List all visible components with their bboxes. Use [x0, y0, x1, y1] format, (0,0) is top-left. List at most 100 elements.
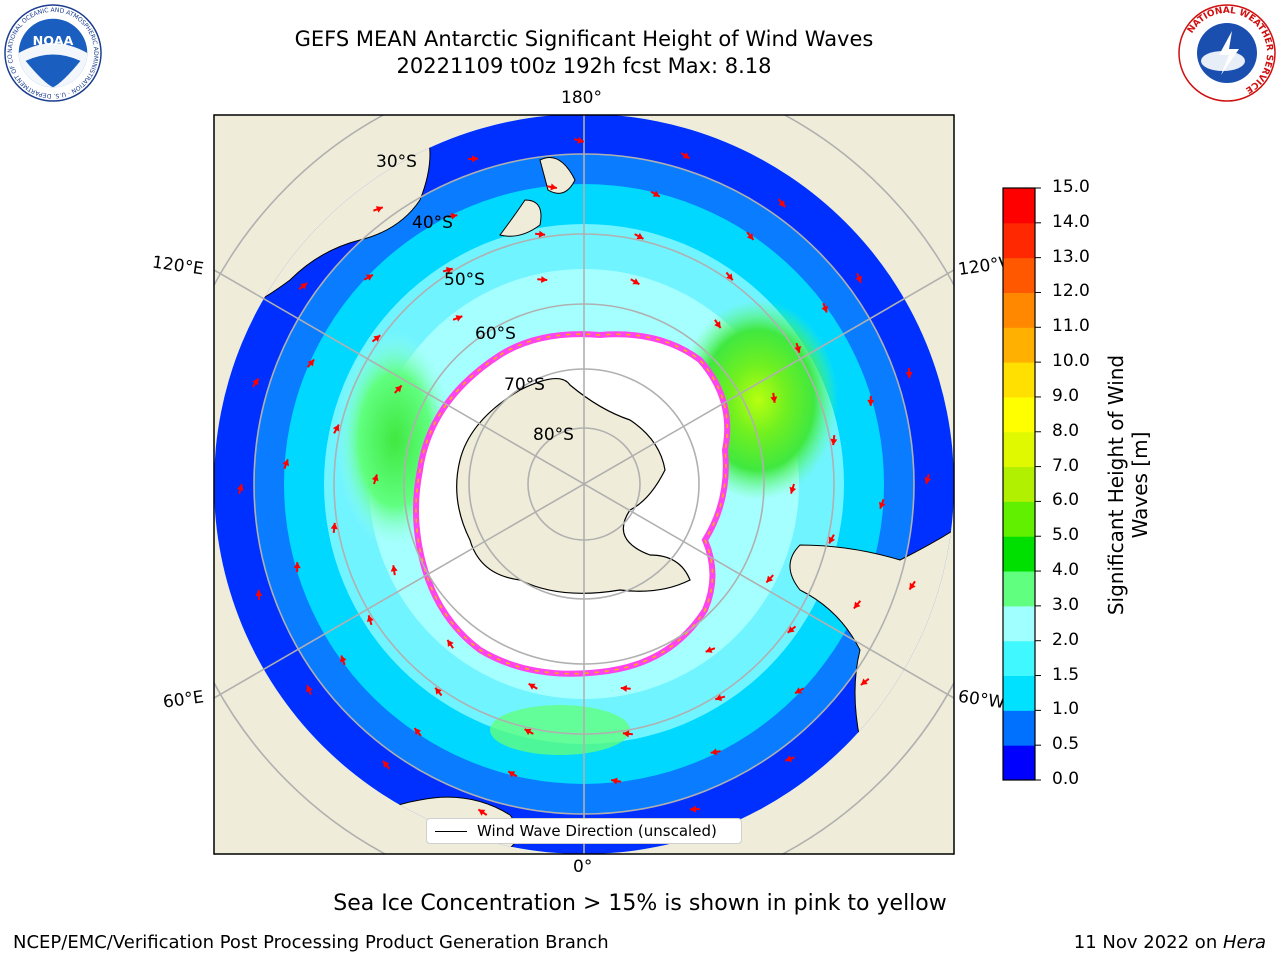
- wave-arrowhead: [794, 345, 802, 353]
- map-legend: Wind Wave Direction (unscaled): [426, 818, 742, 844]
- colorbar-tick-label: 3.0: [1052, 594, 1080, 615]
- wave-arrowhead: [307, 359, 315, 367]
- colorbar-tick-label: 14.0: [1052, 211, 1090, 232]
- wave-arrowhead: [878, 501, 886, 509]
- wave-arrowhead: [652, 190, 660, 197]
- colorbar-tick-label: 5.0: [1052, 525, 1080, 546]
- wave-arrowhead: [710, 748, 718, 756]
- wave-arrowhead: [611, 777, 618, 785]
- colorbar-tick-label: 0.5: [1052, 734, 1080, 755]
- wind-wave-direction-arrows: [236, 136, 932, 832]
- wave-arrowhead: [455, 315, 463, 322]
- wave-arrowhead: [390, 565, 398, 572]
- wave-arrowhead: [375, 206, 383, 213]
- colorbar-tick-label: 2.0: [1052, 629, 1080, 650]
- colorbar-tick-label: 9.0: [1052, 385, 1080, 406]
- colorbar-tick-label: 1.0: [1052, 699, 1080, 720]
- colorbar-tick-label: 12.0: [1052, 281, 1090, 302]
- new-zealand: [499, 157, 576, 237]
- wave-arrowhead: [689, 805, 697, 813]
- lat-label-80s: 80°S: [533, 425, 574, 445]
- colorbar-tick-label: 10.0: [1052, 351, 1090, 372]
- wave-arrowhead: [382, 760, 390, 768]
- graticule: [214, 115, 954, 854]
- wave-arrowhead: [726, 273, 733, 281]
- wave-arrowhead: [450, 212, 458, 220]
- footer-date: 11 Nov 2022 on Hera: [1074, 932, 1266, 953]
- lat-label-50s: 50°S: [444, 270, 485, 290]
- wave-arrowhead: [789, 486, 797, 494]
- lat-label-70s: 70°S: [504, 375, 545, 395]
- wave-arrowhead: [821, 305, 828, 313]
- wave-arrowhead: [795, 687, 802, 694]
- chart-subtitle: 20221109 t00z 192h fcst Max: 8.18: [396, 54, 772, 78]
- footer-credit: NCEP/EMC/Verification Post Processing Pr…: [13, 932, 609, 953]
- wave-arrowhead: [860, 678, 868, 686]
- wave-arrowhead: [300, 282, 308, 290]
- wave-arrowhead: [540, 276, 548, 284]
- wave-arrowhead: [909, 582, 916, 590]
- wave-arrowhead: [705, 646, 713, 653]
- map-frame: [213, 114, 955, 855]
- colorbar-tick-label: 8.0: [1052, 420, 1080, 441]
- wave-arrowhead: [508, 771, 516, 778]
- wave-arrowhead: [855, 275, 862, 283]
- colorbar-tick-label: 4.0: [1052, 560, 1080, 581]
- colorbar-tick-label: 6.0: [1052, 490, 1080, 511]
- wave-arrowhead: [905, 371, 913, 379]
- wave-arrowhead: [524, 728, 532, 736]
- wave-arrowhead: [787, 626, 795, 633]
- footer-date-text: 11 Nov 2022 on: [1073, 932, 1223, 953]
- lat-label-60s: 60°S: [475, 324, 516, 344]
- wave-arrowhead: [550, 183, 557, 191]
- wave-arrowhead: [538, 230, 546, 238]
- wave-arrowhead: [528, 683, 536, 690]
- wave-arrowhead: [746, 232, 754, 240]
- lon-label-0: 0°: [573, 857, 593, 877]
- wave-arrowhead: [715, 694, 723, 702]
- wave-arrowhead: [252, 378, 259, 386]
- wave-arrowhead: [867, 399, 875, 406]
- antarctica-landmass: [456, 378, 691, 594]
- legend-line-icon: [435, 831, 467, 832]
- noaa-logo-text: NOAA: [33, 34, 74, 49]
- footer-machine: Hera: [1222, 932, 1266, 953]
- nws-logo: NATIONAL WEATHER SERVICE: [1178, 4, 1276, 102]
- wave-arrowhead: [445, 266, 453, 274]
- wave-arrowhead: [766, 575, 774, 583]
- wave-arrowhead: [435, 687, 442, 695]
- wave-arrowhead: [340, 655, 347, 663]
- sea-ice-note: Sea Ice Concentration > 15% is shown in …: [333, 891, 947, 916]
- wave-arrowhead: [330, 522, 338, 530]
- wave-arrowhead: [830, 438, 838, 446]
- wave-arrowhead: [236, 484, 244, 491]
- wave-arrowhead: [394, 385, 402, 393]
- wave-arrowhead: [366, 615, 374, 623]
- wave-arrowhead: [332, 424, 340, 432]
- wave-arrowhead: [371, 474, 379, 482]
- wave-arrowhead: [373, 335, 381, 342]
- wave-arrowhead: [785, 755, 793, 762]
- wave-arrowhead: [478, 809, 486, 816]
- wave-arrowhead: [778, 200, 786, 208]
- wave-arrowhead: [447, 639, 454, 647]
- colorbar-tick-label: 13.0: [1052, 246, 1090, 267]
- chart-title: GEFS MEAN Antarctic Significant Height o…: [294, 27, 874, 51]
- wave-arrowhead: [622, 730, 630, 738]
- wave-arrowhead: [366, 274, 373, 281]
- legend-label: Wind Wave Direction (unscaled): [477, 822, 717, 840]
- wave-arrowhead: [636, 232, 644, 240]
- wave-arrowhead: [828, 536, 836, 544]
- wave-arrowhead: [770, 396, 778, 403]
- wave-arrowhead: [577, 136, 584, 144]
- lon-label-180: 180°: [561, 88, 602, 108]
- colorbar-tick-label: 7.0: [1052, 455, 1080, 476]
- wave-arrowhead: [293, 562, 301, 569]
- colorbar-tick-label: 15.0: [1052, 177, 1090, 197]
- wave-arrowhead: [853, 601, 861, 609]
- wave-arrowhead: [682, 152, 690, 159]
- wave-arrowhead: [714, 321, 721, 329]
- colorbar-tick-label: 11.0: [1052, 316, 1090, 337]
- lat-label-30s: 30°S: [376, 152, 417, 172]
